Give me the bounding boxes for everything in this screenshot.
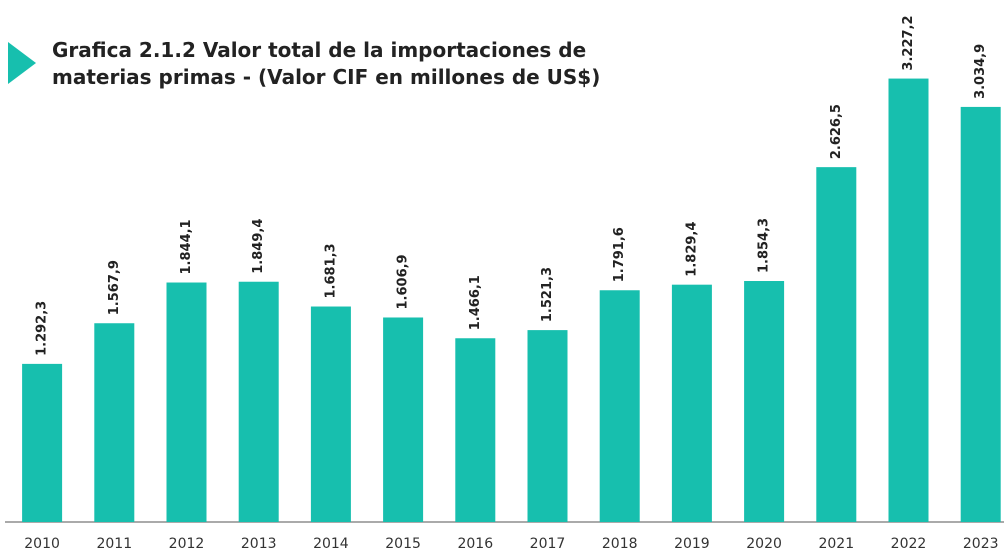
x-tick-label: 2017 xyxy=(530,536,566,552)
x-tick-label: 2010 xyxy=(24,536,60,552)
bar xyxy=(960,106,1001,523)
bar xyxy=(671,284,712,522)
value-label: 1.791,6 xyxy=(612,227,627,282)
x-tick-label: 2014 xyxy=(313,536,349,552)
x-tick-label: 2022 xyxy=(891,536,927,552)
bar xyxy=(816,167,857,522)
value-label: 2.626,5 xyxy=(829,104,844,159)
bar xyxy=(22,363,63,522)
bar xyxy=(94,323,135,522)
x-tick-label: 2019 xyxy=(674,536,710,552)
x-tick-label: 2021 xyxy=(818,536,854,552)
bar xyxy=(166,282,207,522)
value-label: 1.567,9 xyxy=(107,260,122,315)
value-label: 1.606,9 xyxy=(396,254,411,309)
value-label: 1.829,4 xyxy=(684,222,699,277)
bar xyxy=(744,281,785,522)
x-tick-label: 2023 xyxy=(963,536,999,552)
x-tick-label: 2018 xyxy=(602,536,638,552)
value-label: 1.844,1 xyxy=(179,219,194,274)
x-tick-label: 2011 xyxy=(96,536,132,552)
bar xyxy=(310,306,351,522)
value-label: 1.466,1 xyxy=(468,275,483,330)
value-label: 1.854,3 xyxy=(757,218,772,273)
chart-title: Grafica 2.1.2 Valor total de la importac… xyxy=(52,38,601,89)
value-label: 1.849,4 xyxy=(251,219,266,274)
bar xyxy=(455,338,496,522)
x-tick-label: 2012 xyxy=(169,536,205,552)
x-tick-label: 2016 xyxy=(457,536,493,552)
value-label: 3.227,2 xyxy=(901,15,916,70)
bar xyxy=(383,317,424,522)
value-label: 1.292,3 xyxy=(35,301,50,356)
value-label: 1.521,3 xyxy=(540,267,555,322)
x-tick-label: 2015 xyxy=(385,536,421,552)
bar xyxy=(238,281,279,522)
value-label: 1.681,3 xyxy=(323,243,338,298)
x-tick-label: 2020 xyxy=(746,536,782,552)
value-label: 3.034,9 xyxy=(973,44,988,99)
bar xyxy=(888,78,929,522)
title-icon xyxy=(8,42,36,84)
bar xyxy=(599,290,640,522)
bar xyxy=(527,330,568,522)
x-tick-label: 2013 xyxy=(241,536,277,552)
